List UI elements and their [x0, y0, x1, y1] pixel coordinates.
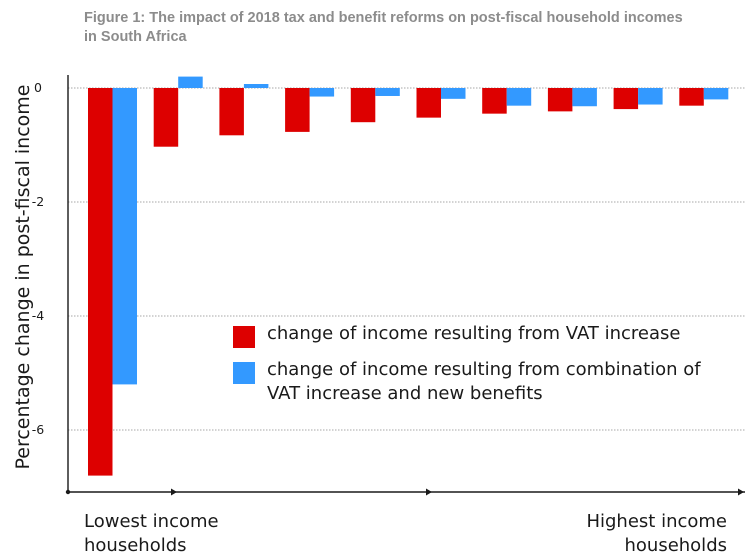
y-axis-label: Percentage change in post-fiscal income: [12, 84, 34, 470]
bar-combined: [112, 88, 137, 385]
bar-vat: [285, 88, 310, 132]
x-axis-arrow: [426, 488, 432, 496]
legend-swatch-combined: [233, 362, 255, 384]
bar-combined: [441, 88, 466, 99]
legend-item-combined: change of income resulting from combinat…: [233, 358, 733, 406]
y-tick-label: -6: [32, 422, 45, 437]
x-axis-origin-dot: [65, 489, 71, 495]
legend-label-combined: change of income resulting from combinat…: [267, 359, 701, 404]
legend-item-vat: change of income resulting from VAT incr…: [233, 322, 733, 348]
legend-label-vat: change of income resulting from VAT incr…: [267, 323, 681, 344]
bar-combined: [309, 88, 335, 97]
x-axis-arrow: [171, 488, 177, 496]
bar-vat: [416, 88, 441, 118]
legend-swatch-vat: [233, 326, 255, 348]
y-tick-label: -4: [32, 308, 45, 323]
bar-combined: [375, 88, 400, 96]
bar-vat: [350, 88, 376, 123]
bar-vat: [547, 88, 573, 112]
chart-title: Figure 1: The impact of 2018 tax and ben…: [84, 10, 683, 45]
bar-vat: [613, 88, 639, 110]
bar-vat: [482, 88, 507, 114]
bar-combined: [178, 76, 203, 88]
x-axis-label-left: Lowest income households: [84, 511, 219, 556]
bar-combined: [243, 84, 269, 88]
bar-combined: [506, 88, 532, 106]
bar-vat: [679, 88, 704, 106]
bar-vat: [88, 88, 113, 476]
bar-vat: [153, 88, 179, 147]
y-tick-label: -2: [32, 194, 44, 209]
legend: change of income resulting from VAT incr…: [233, 322, 733, 416]
x-axis-label-right: Highest income households: [586, 511, 727, 556]
bar-combined: [703, 88, 729, 100]
y-tick-label: 0: [34, 80, 42, 95]
bar-combined: [638, 88, 663, 105]
bar-combined: [572, 88, 597, 107]
x-axis-arrow: [738, 488, 744, 496]
bar-vat: [219, 88, 244, 136]
